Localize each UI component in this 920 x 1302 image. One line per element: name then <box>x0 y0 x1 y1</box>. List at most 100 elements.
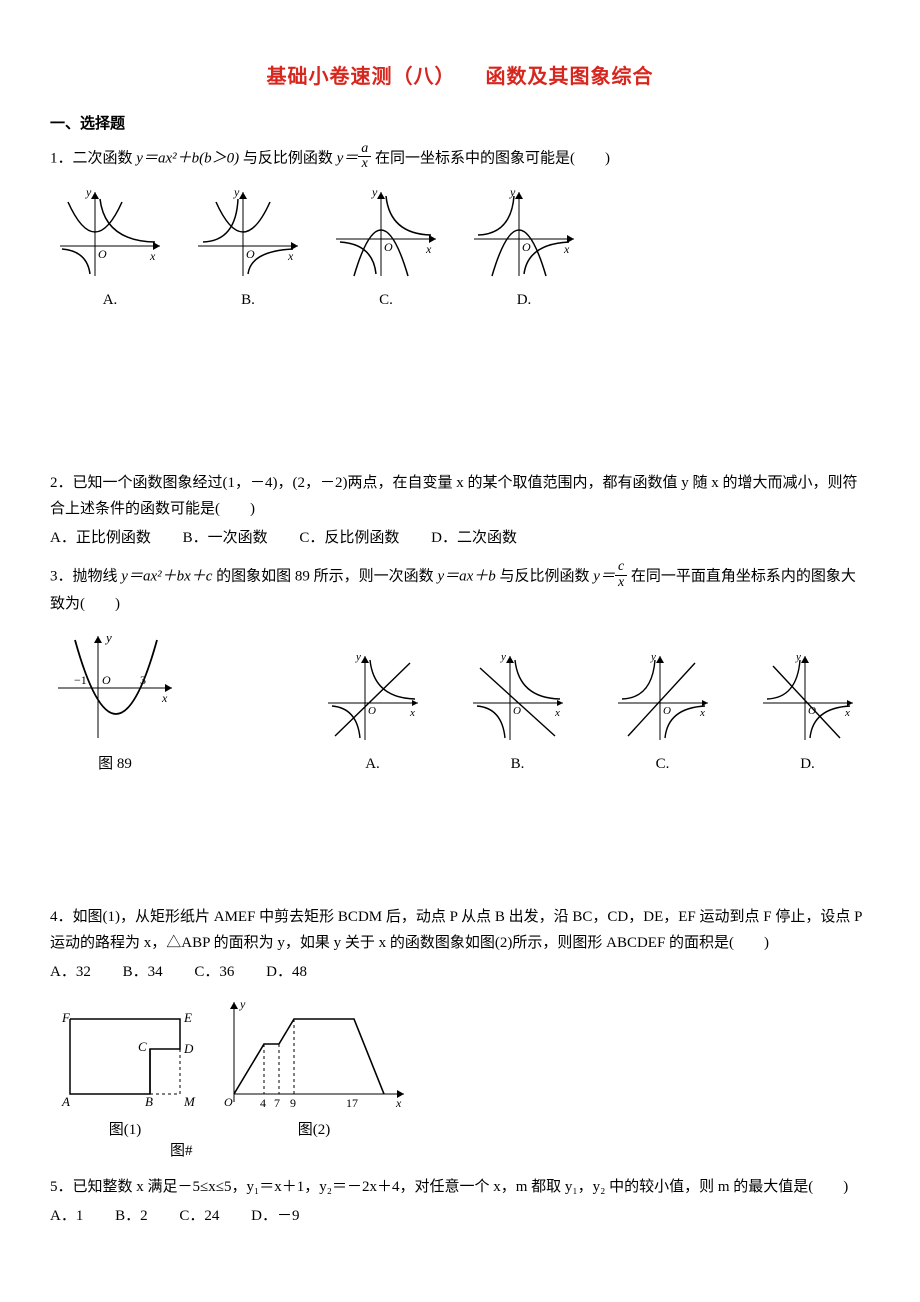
q4-opt-a: A．32 <box>50 964 91 980</box>
q3-label-b: B. <box>511 752 525 778</box>
q1-label-d: D. <box>517 288 532 314</box>
svg-text:O: O <box>102 673 111 687</box>
q4-fig2-label: 图(2) <box>298 1118 331 1144</box>
q4-opt-d: D．48 <box>266 964 307 980</box>
q3-num: 3． <box>50 569 73 585</box>
svg-text:E: E <box>183 1010 192 1025</box>
q4-hash: 图# <box>50 1139 870 1165</box>
svg-text:x: x <box>554 707 560 719</box>
q3-text-b: 的图象如图 89 所示，则一次函数 <box>212 569 437 585</box>
q3-figures: y O x −1 3 图 89 y O x A. y <box>50 628 870 778</box>
svg-text:O: O <box>368 705 376 717</box>
q2-opt-d: D．二次函数 <box>431 530 517 546</box>
svg-text:O: O <box>224 1095 233 1109</box>
q4-figures: F E C D A B M 图(1) O 4 7 9 17 x y 图(2) <box>50 994 870 1144</box>
svg-text:7: 7 <box>274 1096 280 1110</box>
svg-text:y: y <box>795 651 801 663</box>
q3-text-a: 抛物线 <box>73 569 122 585</box>
q5-text: 已知整数 x 满足－5≤x≤5，y₁＝x＋1，y₂＝－2x＋4，对任意一个 x，… <box>73 1179 849 1195</box>
svg-text:y: y <box>500 651 506 663</box>
svg-text:−1: −1 <box>74 673 87 687</box>
svg-text:x: x <box>161 691 168 705</box>
q1-frac: ax <box>358 142 371 172</box>
svg-text:B: B <box>145 1094 153 1109</box>
q5-num: 5． <box>50 1179 73 1195</box>
svg-text:D: D <box>183 1041 194 1056</box>
q2-opt-c: C．反比例函数 <box>299 530 399 546</box>
svg-text:O: O <box>663 705 671 717</box>
svg-text:x: x <box>409 707 415 719</box>
q2-opt-a: A．正比例函数 <box>50 530 151 546</box>
svg-text:x: x <box>699 707 705 719</box>
svg-text:4: 4 <box>260 1096 266 1110</box>
q5-opt-a: A．1 <box>50 1208 83 1224</box>
q1-text-a: 二次函数 <box>73 150 137 166</box>
q2-text: 已知一个函数图象经过(1，－4)，(2，－2)两点，在自变量 x 的某个取值范围… <box>50 475 858 517</box>
q5-opt-b: B．2 <box>115 1208 148 1224</box>
q1-fig-d: y O x D. <box>464 184 584 314</box>
svg-text:O: O <box>522 240 531 254</box>
svg-text:y: y <box>85 185 92 199</box>
question-5: 5．已知整数 x 满足－5≤x≤5，y₁＝x＋1，y₂＝－2x＋4，对任意一个 … <box>50 1175 870 1201</box>
svg-text:F: F <box>61 1010 71 1025</box>
svg-text:M: M <box>183 1094 196 1109</box>
svg-text:x: x <box>844 707 850 719</box>
q3-fig-d: y O x D. <box>755 648 860 778</box>
q3-label-c: C. <box>656 752 670 778</box>
q1-eq1: y＝ax²＋b(b＞0) <box>136 150 239 166</box>
q3-fig-a: y O x A. <box>320 648 425 778</box>
q3-fig89-label: 图 89 <box>98 752 132 778</box>
svg-text:x: x <box>287 249 294 263</box>
q1-fig-a: y O x A. <box>50 184 170 314</box>
svg-text:x: x <box>395 1096 402 1110</box>
svg-text:x: x <box>563 242 570 256</box>
q3-fig-b: y O x B. <box>465 648 570 778</box>
q3-fig89: y O x −1 3 图 89 <box>50 628 180 778</box>
q4-fig2: O 4 7 9 17 x y 图(2) <box>214 994 414 1144</box>
svg-text:y: y <box>104 630 112 645</box>
q1-fig-c: y O x C. <box>326 184 446 314</box>
question-1: 1．二次函数 y＝ax²＋b(b＞0) 与反比例函数 y＝ax 在同一坐标系中的… <box>50 144 870 174</box>
q3-eq3-pre: y＝ <box>593 569 615 585</box>
title-left: 基础小卷速测（八） <box>267 66 456 88</box>
question-2: 2．已知一个函数图象经过(1，－4)，(2，－2)两点，在自变量 x 的某个取值… <box>50 471 870 522</box>
svg-text:O: O <box>384 240 393 254</box>
svg-text:x: x <box>425 242 432 256</box>
q1-fig-b: y O x B. <box>188 184 308 314</box>
svg-text:O: O <box>98 247 107 261</box>
svg-text:y: y <box>355 651 361 663</box>
svg-text:9: 9 <box>290 1096 296 1110</box>
title-right: 函数及其图象综合 <box>486 66 654 88</box>
svg-text:y: y <box>371 185 378 199</box>
q3-label-a: A. <box>365 752 380 778</box>
svg-text:3: 3 <box>140 673 146 687</box>
svg-text:17: 17 <box>346 1096 358 1110</box>
q4-fig1: F E C D A B M 图(1) <box>50 1004 200 1144</box>
q2-opt-b: B．一次函数 <box>183 530 268 546</box>
q3-label-d: D. <box>800 752 815 778</box>
q1-label-c: C. <box>379 288 393 314</box>
svg-text:y: y <box>509 185 516 199</box>
svg-text:y: y <box>239 997 246 1011</box>
q5-opt-d: D．－9 <box>251 1208 299 1224</box>
q5-options: A．1 B．2 C．24 D．－9 <box>50 1204 870 1230</box>
q4-fig1-label: 图(1) <box>109 1118 142 1144</box>
svg-text:y: y <box>650 651 656 663</box>
q1-num: 1． <box>50 150 73 166</box>
svg-text:O: O <box>513 705 521 717</box>
q5-opt-c: C．24 <box>179 1208 219 1224</box>
q3-eq2: y＝ax＋b <box>437 569 495 585</box>
q1-eq2-pre: y＝ <box>337 150 359 166</box>
q4-text: 如图(1)，从矩形纸片 AMEF 中剪去矩形 BCDM 后，动点 P 从点 B … <box>50 909 862 951</box>
svg-text:C: C <box>138 1039 147 1054</box>
svg-text:y: y <box>233 185 240 199</box>
q2-num: 2． <box>50 475 73 491</box>
q1-text-b: 与反比例函数 <box>239 150 337 166</box>
svg-text:O: O <box>246 247 255 261</box>
question-4: 4．如图(1)，从矩形纸片 AMEF 中剪去矩形 BCDM 后，动点 P 从点 … <box>50 905 870 956</box>
q2-options: A．正比例函数 B．一次函数 C．反比例函数 D．二次函数 <box>50 526 870 552</box>
q4-num: 4． <box>50 909 73 925</box>
question-3: 3．抛物线 y＝ax²＋bx＋c 的图象如图 89 所示，则一次函数 y＝ax＋… <box>50 562 870 618</box>
svg-text:O: O <box>808 705 816 717</box>
section-heading: 一、选择题 <box>50 112 870 138</box>
